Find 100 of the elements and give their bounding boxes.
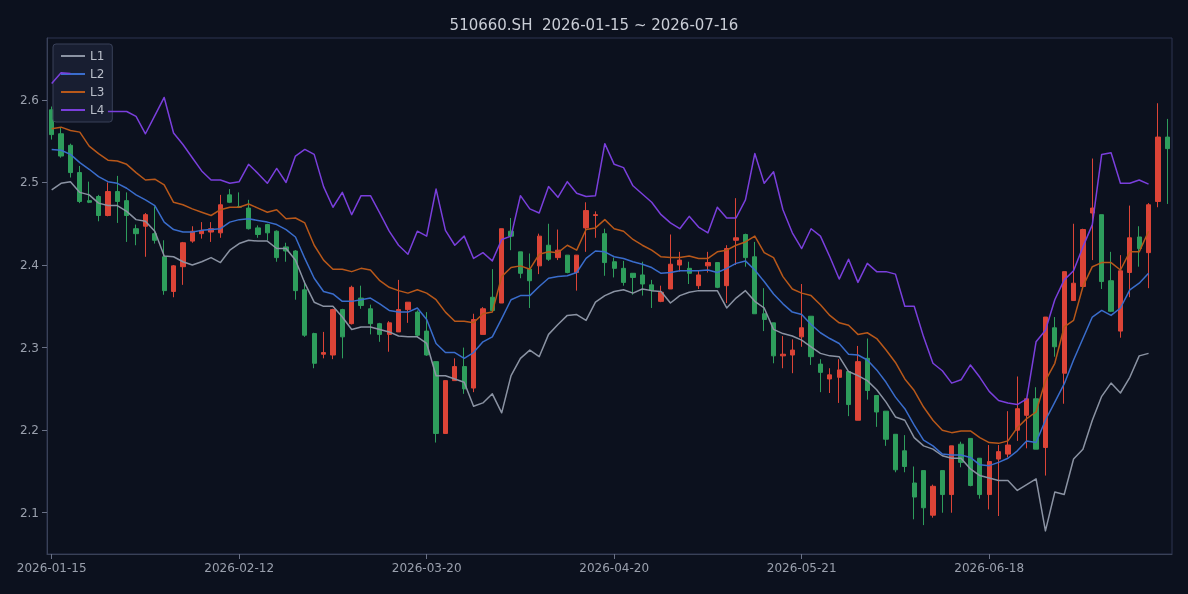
x-tick-label: 2026-06-18 <box>954 561 1025 575</box>
candlestick <box>152 205 157 245</box>
candlestick <box>1155 102 1161 208</box>
candlestick <box>930 484 936 519</box>
candlestick <box>312 332 317 369</box>
x-tick-label: 2026-01-15 <box>16 561 87 575</box>
candlestick <box>733 197 739 266</box>
candlestick <box>640 261 645 297</box>
candlestick <box>715 262 720 289</box>
candlestick <box>696 270 701 290</box>
line-series <box>50 180 1150 532</box>
candlestick <box>471 313 476 393</box>
candlestick <box>246 199 251 231</box>
candlestick <box>1052 316 1057 358</box>
candlestick <box>621 260 626 287</box>
candlestick <box>883 410 889 447</box>
candlestick <box>171 264 176 298</box>
candlestick <box>874 394 879 428</box>
legend-label: L3 <box>90 85 105 99</box>
candlestick <box>396 279 401 333</box>
candlestick <box>1137 225 1142 268</box>
candlestick <box>546 223 551 262</box>
candlestick <box>771 322 776 364</box>
candlestick <box>902 434 907 473</box>
candlestick <box>537 233 542 275</box>
candlestick <box>330 308 336 360</box>
candlestick <box>865 338 870 401</box>
candlestick <box>255 224 261 239</box>
candlestick <box>340 308 345 359</box>
y-tick-label: 2.1 <box>19 505 39 520</box>
x-tick-label: 2026-04-20 <box>579 561 650 575</box>
candlestick <box>293 249 298 301</box>
candlestick <box>124 191 129 243</box>
candlestick <box>349 285 354 325</box>
candlestick <box>846 371 851 417</box>
candlestick <box>1024 398 1029 449</box>
candlestick <box>762 287 767 332</box>
candlestick <box>1062 271 1067 405</box>
candlestick <box>96 194 101 222</box>
candlestick <box>1118 254 1123 339</box>
y-tick-label: 2.3 <box>19 340 39 355</box>
candlestick <box>133 224 139 246</box>
candlestick <box>443 380 448 434</box>
candlestick <box>452 357 457 382</box>
candlestick <box>274 229 279 263</box>
candlestick <box>808 315 814 366</box>
candlestick <box>799 283 804 348</box>
candlestick <box>58 126 64 159</box>
candlestick <box>612 257 617 278</box>
candlestick <box>565 254 570 274</box>
candlestick <box>827 367 832 394</box>
candlestick <box>837 358 842 404</box>
x-tick-label: 2026-02-12 <box>204 561 275 575</box>
legend-label: L2 <box>90 67 105 81</box>
candlestick <box>1015 376 1020 442</box>
candlestick <box>1108 251 1114 313</box>
candlestick <box>1071 223 1076 302</box>
candlestick <box>602 228 607 277</box>
candlestick <box>752 241 757 315</box>
candlestick <box>527 252 532 309</box>
candlestick <box>77 165 82 204</box>
candlestick <box>105 181 111 217</box>
candlestick <box>987 444 992 510</box>
candlestick <box>180 241 186 286</box>
candlestick <box>705 251 711 273</box>
candlestick <box>855 345 861 421</box>
candlestick <box>87 181 92 204</box>
candlestick <box>1080 228 1086 288</box>
candlestick <box>1165 118 1170 205</box>
candlestick <box>1043 316 1048 477</box>
candlestick <box>68 143 73 179</box>
candlestick <box>940 470 945 514</box>
candlestick <box>583 201 589 253</box>
candlestick <box>415 309 420 338</box>
candlestick <box>921 470 926 526</box>
candlestick <box>1127 205 1132 298</box>
candlestick <box>668 233 673 290</box>
candlestick <box>912 465 917 520</box>
candlestick <box>499 228 504 304</box>
candlestick <box>790 338 795 374</box>
candlestick <box>574 254 579 292</box>
candlestick <box>1005 410 1011 458</box>
candlestick <box>780 335 786 369</box>
candlestick <box>265 223 270 241</box>
x-tick-label: 2026-05-21 <box>766 561 837 575</box>
y-tick-label: 2.6 <box>19 92 39 107</box>
candlestick <box>227 188 232 204</box>
candlestick <box>1146 202 1151 289</box>
legend-label: L4 <box>90 103 105 117</box>
candlestick <box>480 306 486 335</box>
chart-title: 510660.SH 2026-01-15 ~ 2026-07-16 <box>449 15 739 34</box>
candlestick <box>630 272 636 296</box>
candlestick <box>321 331 326 359</box>
candlestick <box>593 210 598 239</box>
legend-label: L1 <box>90 49 105 63</box>
y-tick-label: 2.4 <box>19 258 39 273</box>
candlestick <box>724 244 729 304</box>
candlestick <box>649 279 654 309</box>
candlestick <box>368 304 373 335</box>
candlestick <box>162 239 167 296</box>
